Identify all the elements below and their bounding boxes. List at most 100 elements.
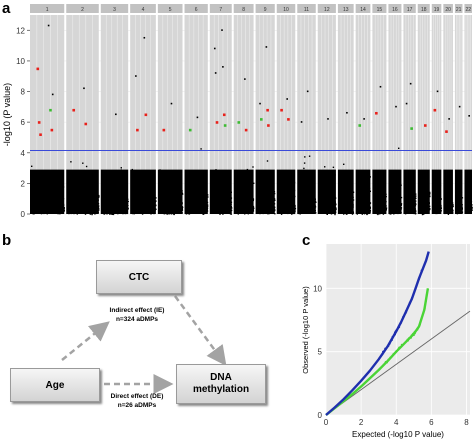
chromosome-label: 17 (407, 7, 413, 13)
dense-point-mass (233, 169, 254, 214)
data-point (91, 213, 93, 216)
chromosome-strip (297, 4, 316, 13)
data-point (127, 200, 129, 203)
data-point (382, 213, 385, 215)
chromosome-label: 9 (264, 7, 267, 13)
chromosome-panel (443, 15, 453, 214)
data-point (361, 213, 363, 215)
chromosome-panel (276, 15, 296, 214)
data-point (131, 168, 133, 171)
data-point (308, 155, 311, 157)
data-point (421, 213, 424, 216)
chromosome-strip (317, 4, 336, 13)
chromosome-panel (454, 15, 463, 214)
data-point (253, 182, 255, 184)
tick-label: 12 (16, 26, 25, 35)
chromosome-label: 20 (445, 7, 451, 13)
dense-point-mass (255, 169, 275, 214)
chromosome-strip (388, 4, 402, 13)
chromosome-strip (464, 4, 472, 13)
data-point (423, 213, 425, 215)
chromosome-label: 21 (456, 7, 462, 13)
chromosome-panel (464, 15, 472, 214)
tick-label: 2 (21, 179, 26, 188)
chromosome-strip (184, 4, 208, 13)
chromosome-panel (184, 15, 208, 214)
dense-point-mass (337, 169, 354, 214)
dense-point-mass (388, 169, 402, 214)
chromosome-panel (337, 15, 354, 214)
data-point (274, 199, 276, 201)
panel-label-c: c (302, 232, 311, 249)
chromosome-strip (417, 4, 430, 13)
chromosome-label: 18 (421, 7, 427, 13)
chromosome-strip (255, 4, 275, 13)
dense-point-mass (403, 169, 416, 214)
chromosome-panel (417, 15, 430, 214)
data-point (303, 162, 306, 164)
chromosome-strip (209, 4, 232, 13)
dense-point-mass (30, 169, 65, 214)
chromosome-label: 14 (360, 7, 366, 13)
chromosome-strip (233, 4, 254, 13)
chromosome-label: 22 (465, 7, 471, 13)
chromosome-label: 12 (324, 7, 330, 13)
chromosome-label: 13 (343, 7, 349, 13)
chromosome-strip (130, 4, 156, 13)
data-point (98, 209, 100, 211)
data-point (385, 207, 388, 209)
data-point (200, 148, 202, 150)
chromosome-label: 8 (242, 7, 245, 13)
data-point (202, 213, 204, 215)
dense-point-mass (297, 169, 316, 214)
dense-point-mass (276, 169, 296, 214)
chromosome-panel (372, 15, 387, 214)
data-point (109, 213, 111, 215)
chromosome-strip (30, 4, 65, 13)
chromosome-panel (255, 15, 275, 214)
chromosome-strip (66, 4, 99, 13)
data-point (291, 213, 293, 215)
data-point (266, 160, 269, 162)
data-point (230, 213, 232, 215)
data-point (351, 213, 354, 215)
chromosome-strip (355, 4, 371, 13)
chromosome-label: 16 (392, 7, 398, 13)
chromosome-label: 1 (46, 7, 49, 13)
data-point (304, 156, 306, 158)
tick-label: 0 (21, 210, 26, 219)
data-point (334, 213, 336, 216)
data-point (252, 166, 254, 168)
data-point (31, 165, 33, 167)
data-point (415, 195, 417, 197)
chromosome-strip (443, 4, 453, 13)
chromosome-strip (276, 4, 296, 13)
data-point (366, 213, 368, 215)
dense-point-mass (100, 169, 129, 214)
chromosome-panel (388, 15, 402, 214)
data-point (343, 163, 345, 165)
data-point (63, 210, 65, 212)
dense-point-mass (184, 169, 208, 214)
tick-label: 10 (16, 57, 25, 66)
dense-point-mass (130, 169, 156, 214)
chromosome-label: 5 (169, 7, 172, 13)
chromosome-label: 15 (377, 7, 383, 13)
chromosome-label: 3 (113, 7, 116, 13)
dense-point-mass (417, 169, 430, 214)
chromosome-strip (454, 4, 463, 13)
data-point (332, 166, 335, 168)
data-point (181, 193, 184, 195)
chromosome-strip (100, 4, 129, 13)
data-point (324, 166, 326, 168)
data-point (219, 213, 221, 215)
data-point (98, 194, 100, 197)
data-point (303, 167, 305, 170)
chromosome-strip (431, 4, 442, 13)
data-point (326, 213, 328, 215)
dense-point-mass (209, 169, 232, 214)
data-point (120, 167, 122, 169)
chromosome-strip (403, 4, 416, 13)
data-point (222, 213, 224, 215)
data-point (429, 192, 431, 195)
